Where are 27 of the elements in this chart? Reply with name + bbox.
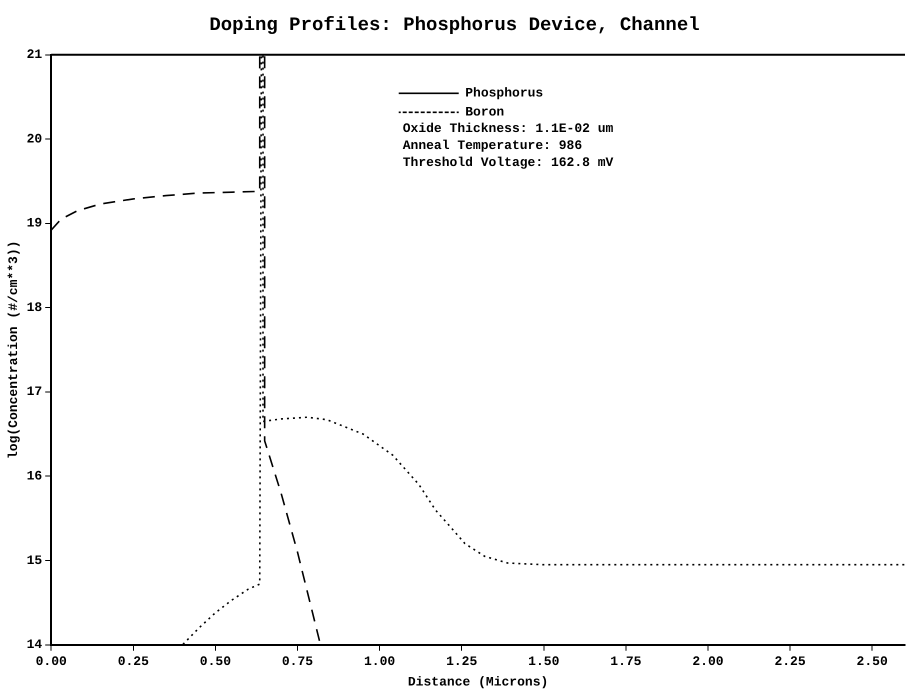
x-tick-label: 2.00	[692, 654, 724, 669]
annotation: Oxide Thickness: 1.1E-02 um	[402, 121, 614, 136]
x-tick-label: 1.00	[364, 654, 396, 669]
y-tick-label: 20	[26, 131, 42, 146]
x-tick-label: 1.25	[446, 654, 478, 669]
x-tick-label: 0.25	[118, 654, 150, 669]
annotation: Threshold Voltage: 162.8 mV	[402, 155, 614, 170]
legend-label: Boron	[465, 104, 504, 120]
y-tick-label: 17	[26, 384, 42, 400]
x-tick-label: 2.50	[856, 654, 888, 669]
y-tick-label: 14	[26, 637, 42, 652]
x-tick-label: 2.25	[774, 654, 806, 669]
chart-title: Doping Profiles: Phosphorus Device, Channel	[209, 14, 700, 36]
x-tick-label: 0.50	[200, 654, 232, 669]
y-tick-label: 21	[26, 47, 42, 62]
x-tick-label: 1.75	[610, 654, 642, 669]
y-tick-label: 19	[26, 216, 42, 231]
legend-label: Phosphorus	[465, 86, 544, 101]
x-tick-label: 0.00	[36, 654, 67, 669]
y-tick-label: 16	[26, 468, 42, 484]
x-axis-title: Distance (Microns)	[408, 674, 548, 690]
x-tick-label: 0.75	[282, 654, 314, 669]
annotation: Anneal Temperature: 986	[402, 138, 582, 154]
y-axis-title: log(Concentration (#/cm**3))	[6, 240, 22, 460]
y-tick-label: 18	[26, 300, 42, 315]
x-tick-label: 1.50	[528, 654, 560, 669]
y-tick-label: 15	[26, 552, 42, 568]
